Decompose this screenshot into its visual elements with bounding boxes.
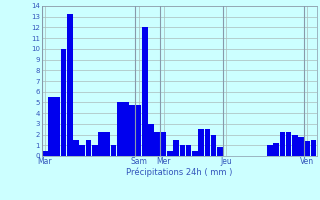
Bar [298,137,304,156]
Bar [73,140,79,156]
Bar [161,132,166,156]
Bar [123,102,129,156]
Bar [104,132,110,156]
Bar [292,135,298,156]
Bar [48,97,54,156]
Bar [186,145,191,156]
Bar [67,14,73,156]
Bar [305,141,310,156]
Bar [155,132,160,156]
Bar [86,140,91,156]
Bar [92,145,98,156]
Bar [217,147,223,156]
Bar [180,145,185,156]
Bar [130,105,135,156]
Bar [117,102,123,156]
Bar [54,97,60,156]
Bar [204,129,210,156]
Bar [273,143,279,156]
Bar [198,129,204,156]
Bar [42,151,48,156]
Bar [267,145,273,156]
Bar [142,27,148,156]
Bar [98,132,104,156]
Bar [111,145,116,156]
Bar [280,132,285,156]
X-axis label: Précipitations 24h ( mm ): Précipitations 24h ( mm ) [126,168,232,177]
Bar [211,135,216,156]
Bar [286,132,292,156]
Bar [148,124,154,156]
Bar [79,145,85,156]
Bar [192,151,198,156]
Bar [61,49,66,156]
Bar [167,151,172,156]
Bar [311,140,316,156]
Bar [173,140,179,156]
Bar [136,105,141,156]
